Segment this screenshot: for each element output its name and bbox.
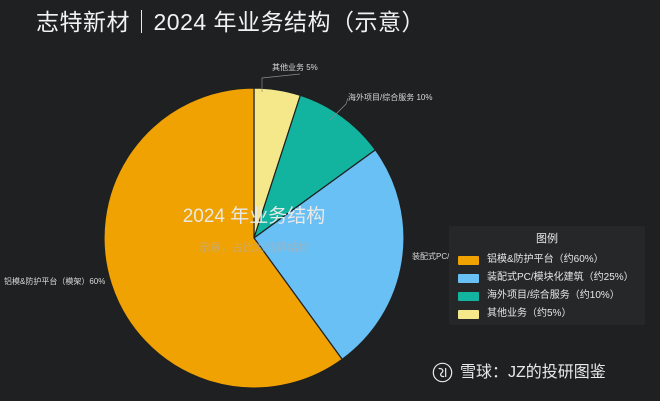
slice-label-alum: 铝模&防护平台（模架）60% xyxy=(4,277,106,286)
legend-item[interactable]: 装配式PC/模块化建筑（约25%） xyxy=(458,269,644,287)
legend-item-label: 装配式PC/模块化建筑（约25%） xyxy=(487,272,634,283)
pie-slice[interactable] xyxy=(103,87,344,389)
legend-item-label: 其他业务（约5%） xyxy=(487,308,572,319)
legend-item-label: 铝模&防护平台（约60%） xyxy=(487,254,604,265)
leader-line-oversea xyxy=(329,97,349,121)
legend-item-label: 海外项目/综合服务（约10%） xyxy=(487,290,620,301)
legend-items: 铝模&防护平台（约60%） 装配式PC/模块化建筑（约25%） 海外项目/综合服务（… xyxy=(458,251,644,323)
pie-svg xyxy=(103,73,405,389)
watermark-text: 雪球：JZ的投研图鉴 xyxy=(460,364,606,381)
legend-swatch xyxy=(458,273,479,283)
legend-swatch xyxy=(458,291,479,301)
pie-chart: 2024 年业务结构 示意，占比为估算结构 其他业务 5% 海外项目/综合服务 … xyxy=(0,48,660,401)
page-title: 志特新材｜2024 年业务结构（示意） xyxy=(36,9,426,35)
legend-swatch xyxy=(458,255,479,265)
slice-label-oversea: 海外项目/综合服务 10% xyxy=(348,93,433,102)
pie-slice[interactable] xyxy=(253,148,405,361)
chart-center-subtitle: 示意，占比为估算结构 xyxy=(199,242,309,254)
leader-lines xyxy=(261,73,349,121)
pie-slice[interactable] xyxy=(252,94,377,240)
chart-center-title: 2024 年业务结构 xyxy=(182,206,326,227)
slice-label-other: 其他业务 5% xyxy=(272,63,318,72)
xueqiu-logo-icon xyxy=(432,362,453,383)
legend-item[interactable]: 海外项目/综合服务（约10%） xyxy=(458,287,644,305)
legend-item[interactable]: 其他业务（约5%） xyxy=(458,305,644,323)
legend-item[interactable]: 铝模&防护平台（约60%） xyxy=(458,251,644,269)
leader-line-other xyxy=(261,73,301,92)
legend-panel: 图例 铝模&防护平台（约60%） 装配式PC/模块化建筑（约25%） 海外项目/综合… xyxy=(449,226,645,325)
legend-swatch xyxy=(458,309,479,319)
watermark: 雪球：JZ的投研图鉴 xyxy=(432,362,606,383)
pie-slices xyxy=(103,87,405,389)
legend-title: 图例 xyxy=(536,233,558,245)
